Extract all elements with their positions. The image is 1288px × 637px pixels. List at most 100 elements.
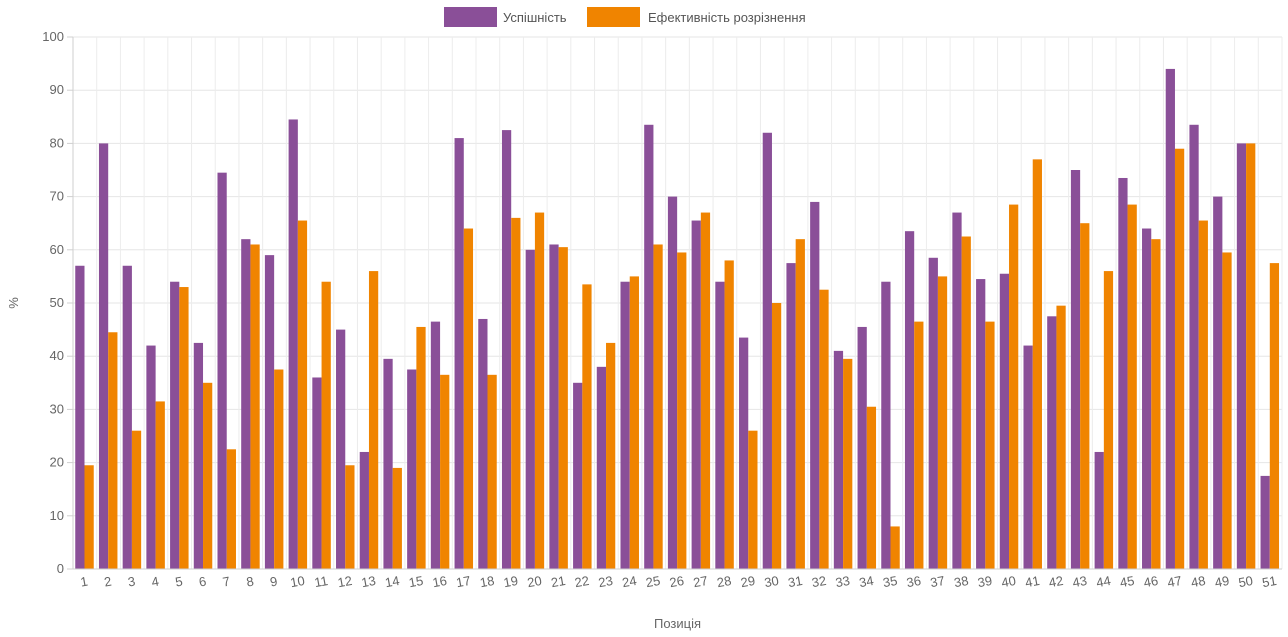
bar-efektyvnist-17[interactable] [463, 228, 474, 569]
bar-efektyvnist-18[interactable] [487, 374, 497, 569]
bar-uspishnist-25[interactable] [644, 124, 654, 569]
bar-uspishnist-34[interactable] [857, 326, 867, 569]
bar-uspishnist-29[interactable] [739, 337, 749, 569]
bar-uspishnist-39[interactable] [976, 279, 986, 569]
bar-uspishnist-11[interactable] [312, 377, 322, 569]
bar-uspishnist-14[interactable] [383, 358, 393, 569]
legend-label-efektyvnist[interactable]: Ефективність розрізнення [648, 10, 806, 25]
bar-uspishnist-3[interactable] [122, 265, 132, 569]
bar-efektyvnist-27[interactable] [700, 212, 711, 569]
bar-uspishnist-51[interactable] [1260, 475, 1270, 569]
legend-swatch-uspishnist[interactable] [444, 7, 497, 27]
bar-efektyvnist-42[interactable] [1056, 305, 1066, 569]
bar-uspishnist-32[interactable] [810, 201, 820, 570]
bar-efektyvnist-44[interactable] [1103, 271, 1114, 569]
bar-efektyvnist-1[interactable] [84, 465, 94, 569]
bar-efektyvnist-16[interactable] [440, 374, 450, 569]
bar-efektyvnist-33[interactable] [843, 358, 853, 569]
bar-uspishnist-12[interactable] [336, 329, 346, 569]
bar-uspishnist-19[interactable] [501, 130, 512, 569]
bar-uspishnist-17[interactable] [454, 138, 464, 569]
bar-uspishnist-26[interactable] [667, 196, 678, 569]
bar-efektyvnist-50[interactable] [1246, 143, 1256, 569]
bar-uspishnist-45[interactable] [1118, 177, 1128, 570]
bar-efektyvnist-20[interactable] [534, 212, 545, 569]
bar-uspishnist-35[interactable] [881, 281, 891, 569]
bar-uspishnist-23[interactable] [596, 366, 607, 569]
bar-uspishnist-50[interactable] [1236, 143, 1247, 569]
bar-uspishnist-5[interactable] [170, 281, 180, 569]
bar-efektyvnist-34[interactable] [866, 406, 877, 569]
bar-uspishnist-16[interactable] [430, 321, 441, 569]
bar-uspishnist-49[interactable] [1213, 196, 1223, 569]
bar-efektyvnist-22[interactable] [582, 284, 592, 569]
bar-efektyvnist-29[interactable] [748, 430, 758, 569]
bar-efektyvnist-40[interactable] [1009, 204, 1019, 569]
bar-uspishnist-22[interactable] [573, 382, 583, 569]
bar-uspishnist-6[interactable] [193, 342, 204, 569]
bar-efektyvnist-35[interactable] [890, 526, 900, 569]
bar-efektyvnist-37[interactable] [937, 276, 948, 569]
bar-uspishnist-20[interactable] [525, 249, 535, 570]
bar-efektyvnist-46[interactable] [1151, 239, 1161, 569]
bar-efektyvnist-36[interactable] [914, 321, 924, 569]
bar-efektyvnist-28[interactable] [724, 260, 734, 569]
bar-efektyvnist-31[interactable] [795, 239, 805, 569]
bar-uspishnist-7[interactable] [217, 172, 227, 569]
bar-efektyvnist-51[interactable] [1269, 263, 1280, 569]
bar-uspishnist-10[interactable] [288, 119, 298, 570]
bar-efektyvnist-26[interactable] [677, 252, 687, 569]
bar-efektyvnist-3[interactable] [131, 430, 142, 569]
bar-efektyvnist-41[interactable] [1032, 159, 1042, 570]
bar-uspishnist-42[interactable] [1047, 316, 1057, 569]
bar-uspishnist-31[interactable] [786, 263, 796, 569]
bar-uspishnist-30[interactable] [762, 132, 772, 569]
bar-efektyvnist-38[interactable] [961, 236, 971, 570]
bar-efektyvnist-5[interactable] [179, 287, 189, 569]
bar-uspishnist-33[interactable] [833, 350, 844, 569]
bar-efektyvnist-13[interactable] [368, 271, 379, 569]
bar-uspishnist-4[interactable] [146, 345, 156, 569]
bar-efektyvnist-9[interactable] [274, 369, 284, 570]
bar-efektyvnist-24[interactable] [629, 276, 639, 569]
bar-efektyvnist-32[interactable] [819, 289, 829, 569]
bar-efektyvnist-21[interactable] [558, 247, 568, 569]
bar-efektyvnist-10[interactable] [297, 220, 308, 570]
bar-efektyvnist-45[interactable] [1127, 204, 1137, 569]
bar-uspishnist-47[interactable] [1165, 68, 1175, 570]
bar-efektyvnist-49[interactable] [1222, 252, 1232, 569]
bar-efektyvnist-12[interactable] [345, 465, 355, 569]
bar-efektyvnist-30[interactable] [771, 303, 782, 569]
bar-uspishnist-8[interactable] [241, 239, 251, 569]
bar-uspishnist-44[interactable] [1094, 451, 1104, 569]
bar-efektyvnist-23[interactable] [606, 342, 616, 569]
bar-uspishnist-27[interactable] [691, 220, 701, 570]
legend-swatch-efektyvnist[interactable] [587, 7, 640, 27]
bar-uspishnist-9[interactable] [264, 255, 275, 569]
bar-efektyvnist-4[interactable] [155, 401, 165, 569]
bar-uspishnist-48[interactable] [1189, 124, 1199, 569]
bar-uspishnist-18[interactable] [478, 318, 488, 569]
bar-efektyvnist-11[interactable] [321, 281, 331, 569]
bar-efektyvnist-47[interactable] [1174, 148, 1185, 569]
bar-efektyvnist-25[interactable] [653, 244, 663, 570]
bar-efektyvnist-7[interactable] [226, 449, 236, 569]
bar-efektyvnist-14[interactable] [392, 467, 402, 569]
legend-label-uspishnist[interactable]: Успішність [503, 10, 567, 25]
bar-efektyvnist-15[interactable] [416, 326, 426, 569]
bar-uspishnist-41[interactable] [1023, 345, 1033, 569]
bar-efektyvnist-8[interactable] [250, 244, 260, 570]
bar-uspishnist-28[interactable] [715, 281, 725, 569]
bar-efektyvnist-2[interactable] [108, 332, 118, 569]
bar-uspishnist-15[interactable] [407, 369, 417, 570]
bar-efektyvnist-43[interactable] [1080, 223, 1090, 569]
bar-efektyvnist-6[interactable] [203, 382, 213, 569]
bar-efektyvnist-19[interactable] [511, 217, 521, 569]
bar-uspishnist-21[interactable] [549, 244, 559, 570]
bar-uspishnist-40[interactable] [999, 273, 1010, 569]
bar-uspishnist-1[interactable] [75, 265, 85, 569]
bar-uspishnist-37[interactable] [928, 257, 938, 569]
bar-uspishnist-38[interactable] [952, 212, 962, 569]
bar-efektyvnist-39[interactable] [985, 321, 995, 569]
bar-uspishnist-43[interactable] [1070, 170, 1081, 569]
